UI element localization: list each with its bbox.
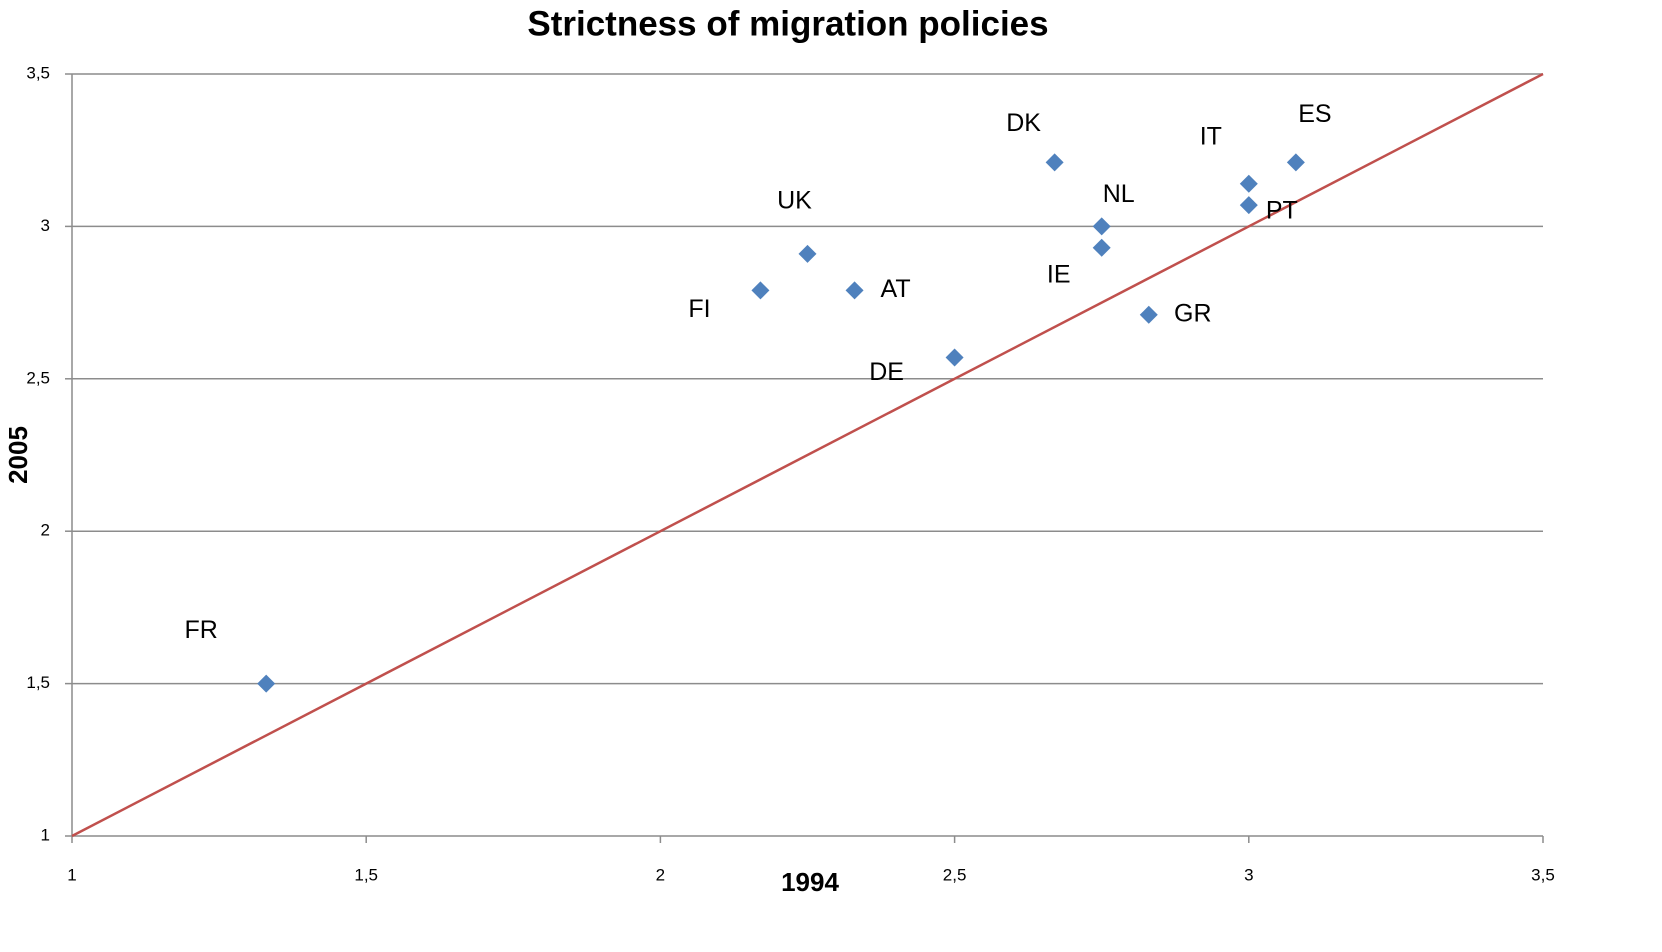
- point: [845, 281, 864, 300]
- point-label: ES: [1298, 100, 1331, 128]
- x-tick-label: 3: [1244, 865, 1253, 884]
- point-label: PT: [1266, 197, 1298, 225]
- point-label: DE: [869, 358, 904, 386]
- y-tick-label: 1,5: [26, 673, 50, 692]
- x-tick-label: 1: [67, 865, 76, 884]
- x-axis-label: 1994: [781, 867, 839, 897]
- y-tick-label: 3,5: [26, 63, 50, 82]
- point: [1239, 196, 1258, 215]
- point: [945, 348, 964, 367]
- point-label: FR: [185, 616, 218, 644]
- x-tick-label: 3,5: [1531, 865, 1555, 884]
- point: [1045, 153, 1064, 172]
- point: [1139, 305, 1158, 324]
- point: [1286, 153, 1305, 172]
- y-axis-label: 2005: [3, 426, 33, 484]
- point: [751, 281, 770, 300]
- y-tick-label: 2: [41, 521, 50, 540]
- point: [1092, 217, 1111, 236]
- y-tick-label: 3: [41, 216, 50, 235]
- x-tick-label: 1,5: [354, 865, 378, 884]
- point-label: AT: [881, 275, 911, 303]
- point-label: FI: [688, 295, 710, 323]
- x-tick-label: 2,5: [943, 865, 967, 884]
- point-label: IE: [1047, 260, 1071, 288]
- point-label: DK: [1006, 109, 1041, 137]
- point: [1239, 174, 1258, 193]
- point: [257, 674, 276, 693]
- point-label: NL: [1103, 180, 1135, 208]
- point-label: GR: [1174, 299, 1212, 327]
- point: [798, 244, 817, 263]
- chart-title: Strictness of migration policies: [527, 4, 1048, 43]
- point-label: UK: [777, 186, 812, 214]
- y-tick-label: 2,5: [26, 368, 50, 387]
- point: [1092, 238, 1111, 257]
- reference-line: [71, 72, 1544, 838]
- x-tick-label: 2: [656, 865, 665, 884]
- point-label: IT: [1200, 122, 1222, 150]
- y-tick-label: 1: [41, 825, 50, 844]
